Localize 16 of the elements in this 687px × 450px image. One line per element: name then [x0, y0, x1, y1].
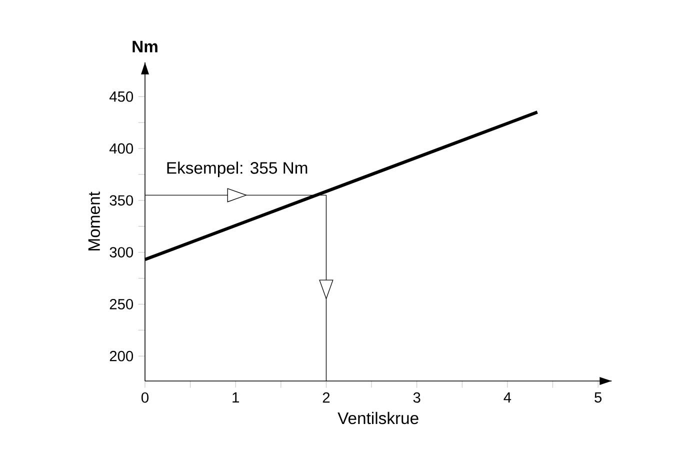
y-axis-title: Moment	[88, 192, 100, 250]
x-axis-title: Ventilskrue	[338, 412, 418, 424]
y-tick-label: 450	[109, 91, 134, 102]
annotation: Eksempel: 355 Nm	[167, 162, 308, 178]
x-tick-label: 5	[594, 392, 602, 403]
y-tick-label: 400	[109, 143, 134, 154]
y-tick-label: 250	[110, 299, 134, 310]
x-tick-label: 4	[504, 392, 512, 402]
y-tick-label: 300	[110, 247, 134, 258]
x-tick-label: 3	[413, 392, 420, 403]
text: Nm	[132, 40, 158, 52]
y-tick-label: 200	[110, 350, 134, 362]
x-tick-label: 2	[322, 392, 330, 403]
y-tick-label: 350	[110, 195, 134, 206]
x-tick-label: 0	[141, 392, 148, 403]
x-tick-label: 1	[232, 392, 239, 402]
